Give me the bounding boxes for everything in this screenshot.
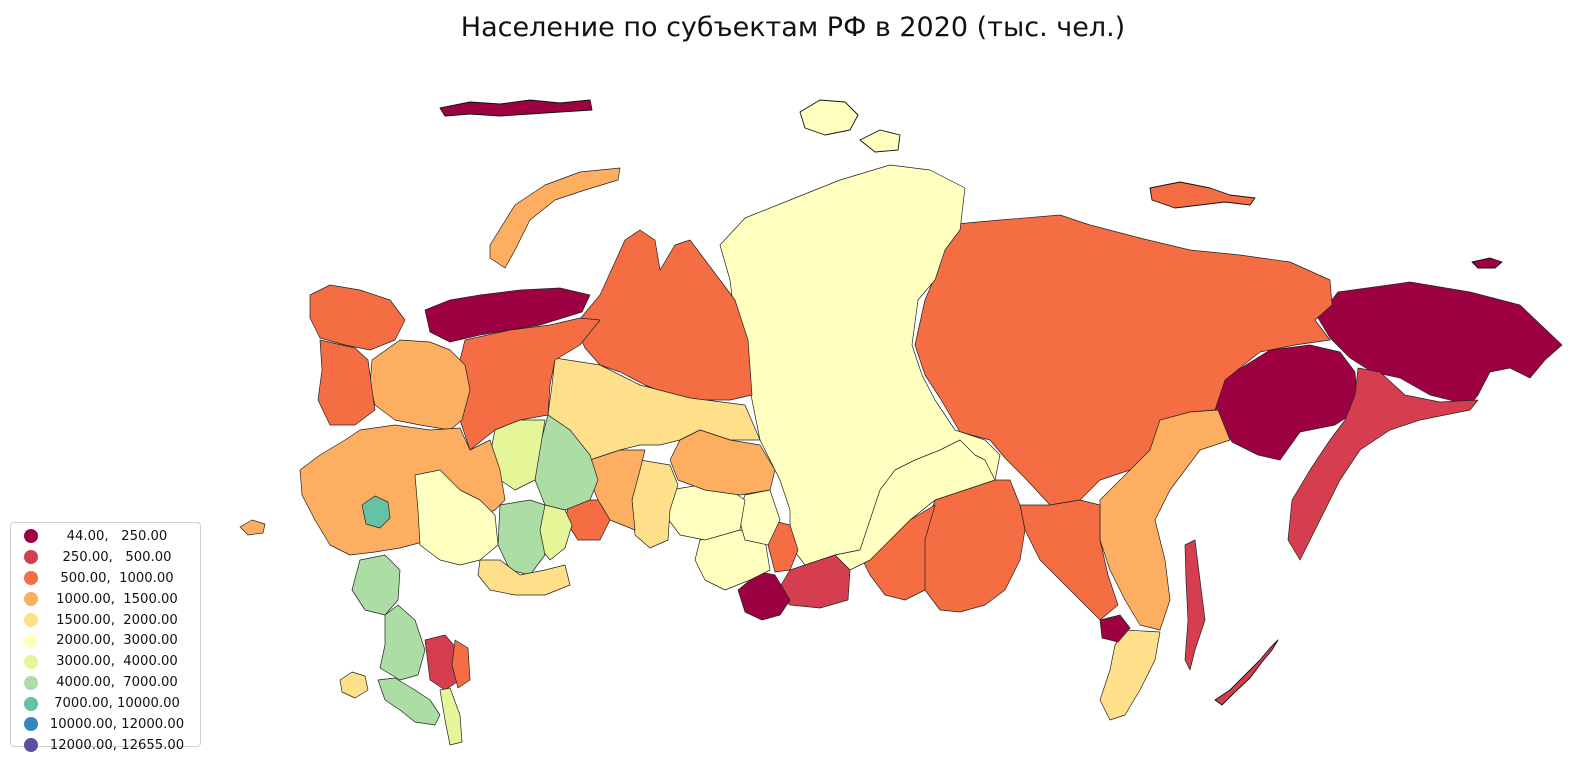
region-kuril-islands[interactable] [1214, 639, 1279, 706]
legend-item: 44.00, 250.00 [11, 526, 200, 547]
region-orenburg[interactable] [477, 559, 571, 596]
region-primorye[interactable] [1099, 629, 1161, 721]
legend-label: 4000.00, 7000.00 [56, 675, 178, 691]
legend-label: 7000.00, 10000.00 [54, 696, 180, 712]
legend-marker [24, 738, 38, 753]
region-murmansk[interactable] [309, 284, 406, 351]
region-novaya-zemlya[interactable] [489, 167, 621, 269]
region-irkutsk[interactable] [834, 439, 996, 571]
map-title: Население по субъектам РФ в 2020 (тыс. ч… [460, 12, 1126, 43]
region-north-caucasus[interactable] [377, 677, 441, 726]
legend-marker [24, 571, 38, 586]
legend-item: 3000.00, 4000.00 [11, 651, 200, 672]
region-wrangel[interactable] [1471, 257, 1503, 269]
legend-marker [24, 592, 38, 607]
region-krasnodar[interactable] [379, 604, 426, 681]
legend-item: 4000.00, 7000.00 [11, 672, 200, 693]
legend-marker [24, 613, 38, 627]
legend-marker [24, 633, 38, 648]
region-crimea[interactable] [339, 671, 369, 699]
region-karelia[interactable] [317, 339, 376, 426]
legend-marker [24, 696, 38, 711]
region-sakhalin[interactable] [1184, 539, 1206, 671]
legend-item: 500.00, 1000.00 [11, 568, 200, 589]
legend-item: 12000.00, 12655.00 [11, 735, 200, 756]
legend-marker [24, 654, 38, 669]
legend-item: 10000.00, 12000.00 [11, 714, 200, 735]
region-bashkortostan[interactable] [497, 499, 546, 576]
region-kamchatka[interactable] [1287, 367, 1479, 561]
legend-label: 2000.00, 3000.00 [56, 633, 178, 649]
region-kaliningrad[interactable] [239, 519, 266, 536]
region-moscow[interactable] [361, 495, 391, 529]
region-franz-josef[interactable] [439, 99, 593, 117]
legend-item: 2000.00, 3000.00 [11, 630, 200, 651]
region-amur[interactable] [1019, 499, 1119, 621]
map-legend: 44.00, 250.00 250.00, 500.00 500.00, 100… [10, 522, 201, 753]
region-volga[interactable] [414, 469, 499, 566]
region-magadan[interactable] [1214, 344, 1359, 461]
legend-label: 10000.00, 12000.00 [49, 716, 185, 732]
legend-label: 1500.00, 2000.00 [56, 612, 178, 628]
legend-marker [24, 717, 38, 732]
region-rostov[interactable] [351, 554, 401, 616]
region-khabarovsk[interactable] [1099, 409, 1231, 631]
legend-label: 250.00, 500.00 [62, 549, 172, 565]
legend-label: 44.00, 250.00 [66, 528, 168, 544]
region-arkhangelsk[interactable] [369, 339, 471, 431]
legend-label: 12000.00, 12655.00 [49, 737, 185, 753]
region-nenets[interactable] [424, 287, 591, 343]
legend-item: 250.00, 500.00 [11, 547, 200, 568]
region-dagestan[interactable] [439, 687, 463, 746]
region-jewish-ao[interactable] [1099, 614, 1131, 643]
region-tomsk[interactable] [669, 429, 776, 496]
legend-marker [24, 529, 38, 544]
region-astrakhan[interactable] [451, 639, 471, 689]
legend-label: 1000.00, 1500.00 [56, 591, 178, 607]
legend-label: 3000.00, 4000.00 [56, 654, 178, 670]
legend-item: 1500.00, 2000.00 [11, 610, 200, 631]
region-novosibirsk-islands[interactable] [1149, 181, 1256, 209]
legend-marker [24, 550, 38, 565]
legend-marker [24, 675, 38, 690]
legend-item: 1000.00, 1500.00 [11, 589, 200, 610]
legend-item: 7000.00, 10000.00 [11, 693, 200, 714]
region-severnaya-zemlya[interactable] [799, 99, 901, 153]
legend-label: 500.00, 1000.00 [60, 570, 174, 586]
region-chukotka[interactable] [1317, 281, 1563, 406]
region-buryatia[interactable] [859, 504, 936, 601]
region-yamal[interactable] [574, 229, 753, 401]
